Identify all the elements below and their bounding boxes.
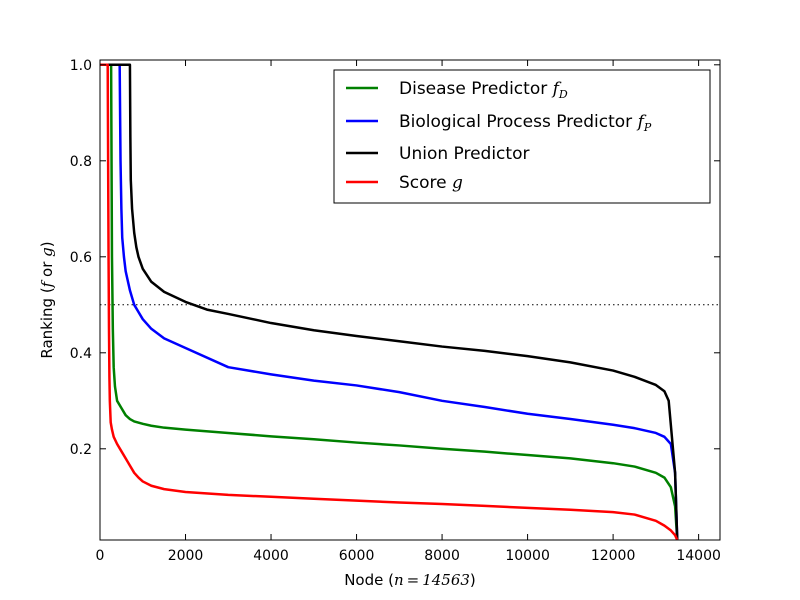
y-axis-title: Ranking (f or g) [38,241,56,358]
x-tick-label: 6000 [339,548,375,564]
x-tick-label: 12000 [591,548,636,564]
x-axis-title: Node (n = 14563) [344,571,476,589]
y-tick-label: 1.0 [70,58,92,74]
x-tick-label: 2000 [168,548,204,564]
y-tick-label: 0.6 [70,250,92,266]
legend-label-disease: Disease Predictor fD [399,79,568,101]
legend-label-union: Union Predictor [399,144,529,164]
x-tick-label: 4000 [253,548,289,564]
x-tick-label: 8000 [424,548,460,564]
y-tick-label: 0.4 [70,346,92,362]
legend-label-score: Score g [399,173,463,193]
x-tick-label: 0 [96,548,105,564]
x-tick-label: 10000 [505,548,550,564]
series-line-score [100,63,679,540]
x-tick-label: 14000 [676,548,721,564]
y-tick-label: 0.8 [70,154,92,170]
series-line-biological-process-predictor [100,63,679,540]
legend-box [333,69,711,204]
plot-frame [99,59,721,541]
legend-label-biological-process: Biological Process Predictor fP [399,112,652,134]
series-line-union-predictor [100,63,679,540]
series-line-disease-predictor [100,63,679,540]
y-tick-label: 0.2 [70,442,92,458]
plot-area [100,63,720,540]
legend: Disease Predictor fD Biological Process … [333,69,711,204]
axis-ticks: 0 2000 4000 6000 8000 10000 12000 14000 0.2 0.4 0.… [70,58,721,564]
